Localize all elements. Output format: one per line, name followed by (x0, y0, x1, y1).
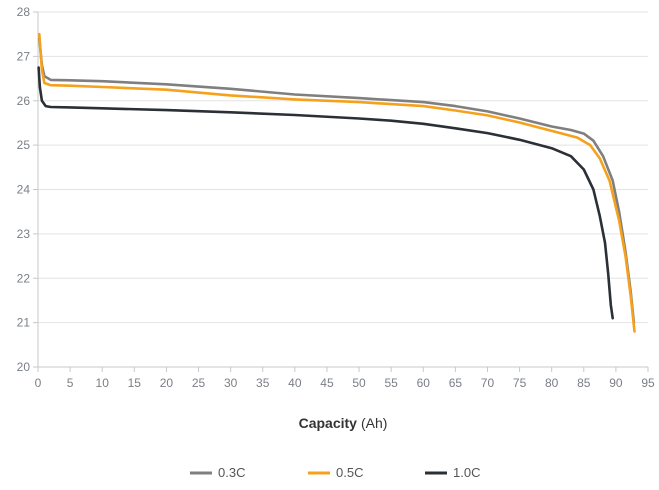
legend-label: 0.3C (218, 465, 245, 480)
legend: 0.3C 0.5C 1.0C (190, 465, 480, 480)
y-tick-label: 28 (17, 5, 31, 19)
series-lines (37, 32, 636, 333)
series-line-0-5c (38, 32, 636, 333)
y-tick-label: 26 (17, 94, 31, 108)
x-tick-label: 80 (545, 376, 559, 390)
x-tick-label: 5 (67, 376, 74, 390)
x-tick-label: 95 (641, 376, 655, 390)
y-tick-label: 24 (17, 183, 31, 197)
y-tick-label: 22 (17, 271, 31, 285)
x-tick-label: 60 (417, 376, 431, 390)
gridlines (38, 11, 648, 324)
series-line-1-0c (37, 66, 614, 320)
x-tick-label: 50 (352, 376, 366, 390)
x-tick-label: 30 (224, 376, 238, 390)
x-tick-label: 75 (513, 376, 527, 390)
x-tick-label: 10 (96, 376, 110, 390)
x-tick-label: 65 (449, 376, 463, 390)
x-axis-label-main: Capacity (299, 415, 358, 431)
x-tick-label: 45 (320, 376, 334, 390)
x-tick-label: 55 (384, 376, 398, 390)
y-tick-label: 23 (17, 227, 31, 241)
y-tick-label: 20 (17, 360, 31, 374)
y-axis-ticks: 20 21 22 23 24 25 26 27 28 (17, 5, 38, 374)
x-tick-label: 35 (256, 376, 270, 390)
series-line-0-3c (38, 37, 636, 324)
x-tick-label: 20 (160, 376, 174, 390)
x-axis-label: Capacity (Ah) (299, 415, 388, 431)
x-tick-label: 85 (577, 376, 591, 390)
x-tick-label: 90 (609, 376, 623, 390)
y-tick-label: 27 (17, 49, 31, 63)
x-axis-ticks: 0 5 10 15 20 25 30 35 40 45 50 55 60 65 70 75 80 85 90 95 (35, 367, 655, 390)
x-tick-label: 15 (128, 376, 142, 390)
x-tick-label: 0 (35, 376, 42, 390)
legend-label: 0.5C (336, 465, 363, 480)
y-tick-label: 25 (17, 138, 31, 152)
x-tick-label: 40 (288, 376, 302, 390)
x-tick-label: 70 (481, 376, 495, 390)
x-tick-label: 25 (192, 376, 206, 390)
y-tick-label: 21 (17, 316, 31, 330)
x-axis-label-unit: (Ah) (361, 415, 387, 431)
legend-label: 1.0C (453, 465, 480, 480)
